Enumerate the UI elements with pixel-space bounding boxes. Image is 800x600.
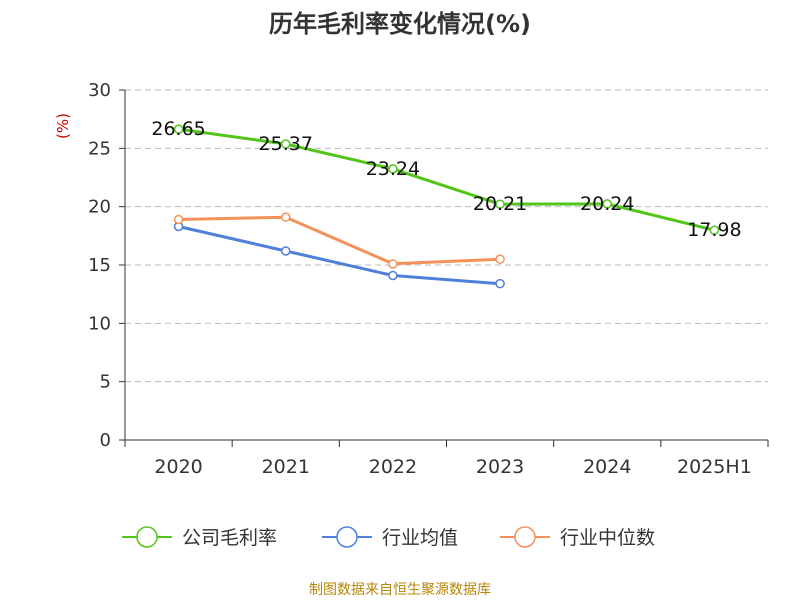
axes — [119, 89, 769, 447]
data-point-1-2021 — [281, 246, 291, 256]
data-point-0-2021 — [281, 139, 291, 149]
x-tick-labels: 2020 2021 2022 2023 2024 2025H1 — [154, 456, 751, 478]
data-point-0-2025H1 — [709, 225, 720, 235]
series-line-1 — [178, 225, 501, 286]
source-note: 制图数据来自恒生聚源数据库 — [309, 582, 491, 598]
data-labels: 26.65 25.37 23.24 20.21 20.24 17.98 — [151, 118, 741, 241]
y-tick-label-20: 20 — [88, 197, 111, 218]
legend: 公司毛利率 行业均值 行业中位数 — [122, 526, 655, 549]
y-tick-label-10: 10 — [88, 313, 111, 334]
data-point-2-2022 — [388, 259, 398, 269]
legend-label-1: 行业均值 — [382, 527, 458, 549]
data-label-2023: 20.21 — [473, 193, 527, 215]
y-tick-label-15: 15 — [88, 255, 111, 276]
x-tick-label-2021: 2021 — [262, 456, 310, 478]
data-point-1-2022 — [388, 270, 398, 281]
data-label-2021: 25.37 — [259, 133, 313, 155]
legend-marker-2 — [514, 526, 536, 548]
data-label-2025H1: 17.98 — [687, 219, 741, 241]
x-tick-label-2022: 2022 — [369, 456, 417, 478]
data-point-2-2021 — [281, 212, 291, 222]
y-tick-labels: 0 5 10 15 20 25 30 — [88, 80, 111, 451]
data-label-2022: 23.24 — [366, 158, 420, 180]
data-point-0-2024 — [602, 199, 612, 209]
series-line-2 — [178, 215, 501, 266]
data-point-2-2023 — [495, 254, 505, 264]
y-axis-unit: (%) — [54, 113, 72, 139]
data-point-2-2020 — [173, 214, 184, 225]
chart-title: 历年毛利率变化情况(%) — [269, 10, 531, 38]
legend-label-0: 公司毛利率 — [182, 527, 277, 549]
data-label-2020: 26.65 — [151, 118, 205, 140]
x-tick-label-2023: 2023 — [476, 456, 524, 478]
y-tick-label-30: 30 — [88, 80, 111, 101]
legend-label-2: 行业中位数 — [560, 527, 655, 549]
data-point-0-2020 — [173, 124, 184, 134]
series-line-0 — [178, 127, 715, 232]
data-point-0-2022 — [388, 164, 398, 174]
y-tick-label-25: 25 — [88, 138, 111, 159]
y-tick-label-0: 0 — [100, 430, 111, 451]
data-point-1-2023 — [495, 278, 505, 289]
x-tick-label-2024: 2024 — [583, 456, 631, 478]
data-label-2024: 20.24 — [580, 193, 634, 215]
legend-marker-0 — [136, 526, 158, 548]
y-tick-label-5: 5 — [100, 372, 111, 393]
data-point-0-2023 — [495, 199, 505, 209]
grid-lines — [125, 89, 768, 383]
x-tick-label-2020: 2020 — [154, 456, 202, 478]
x-tick-label-2025H1: 2025H1 — [677, 456, 752, 478]
series-layer — [173, 124, 720, 289]
legend-marker-1 — [336, 526, 358, 548]
